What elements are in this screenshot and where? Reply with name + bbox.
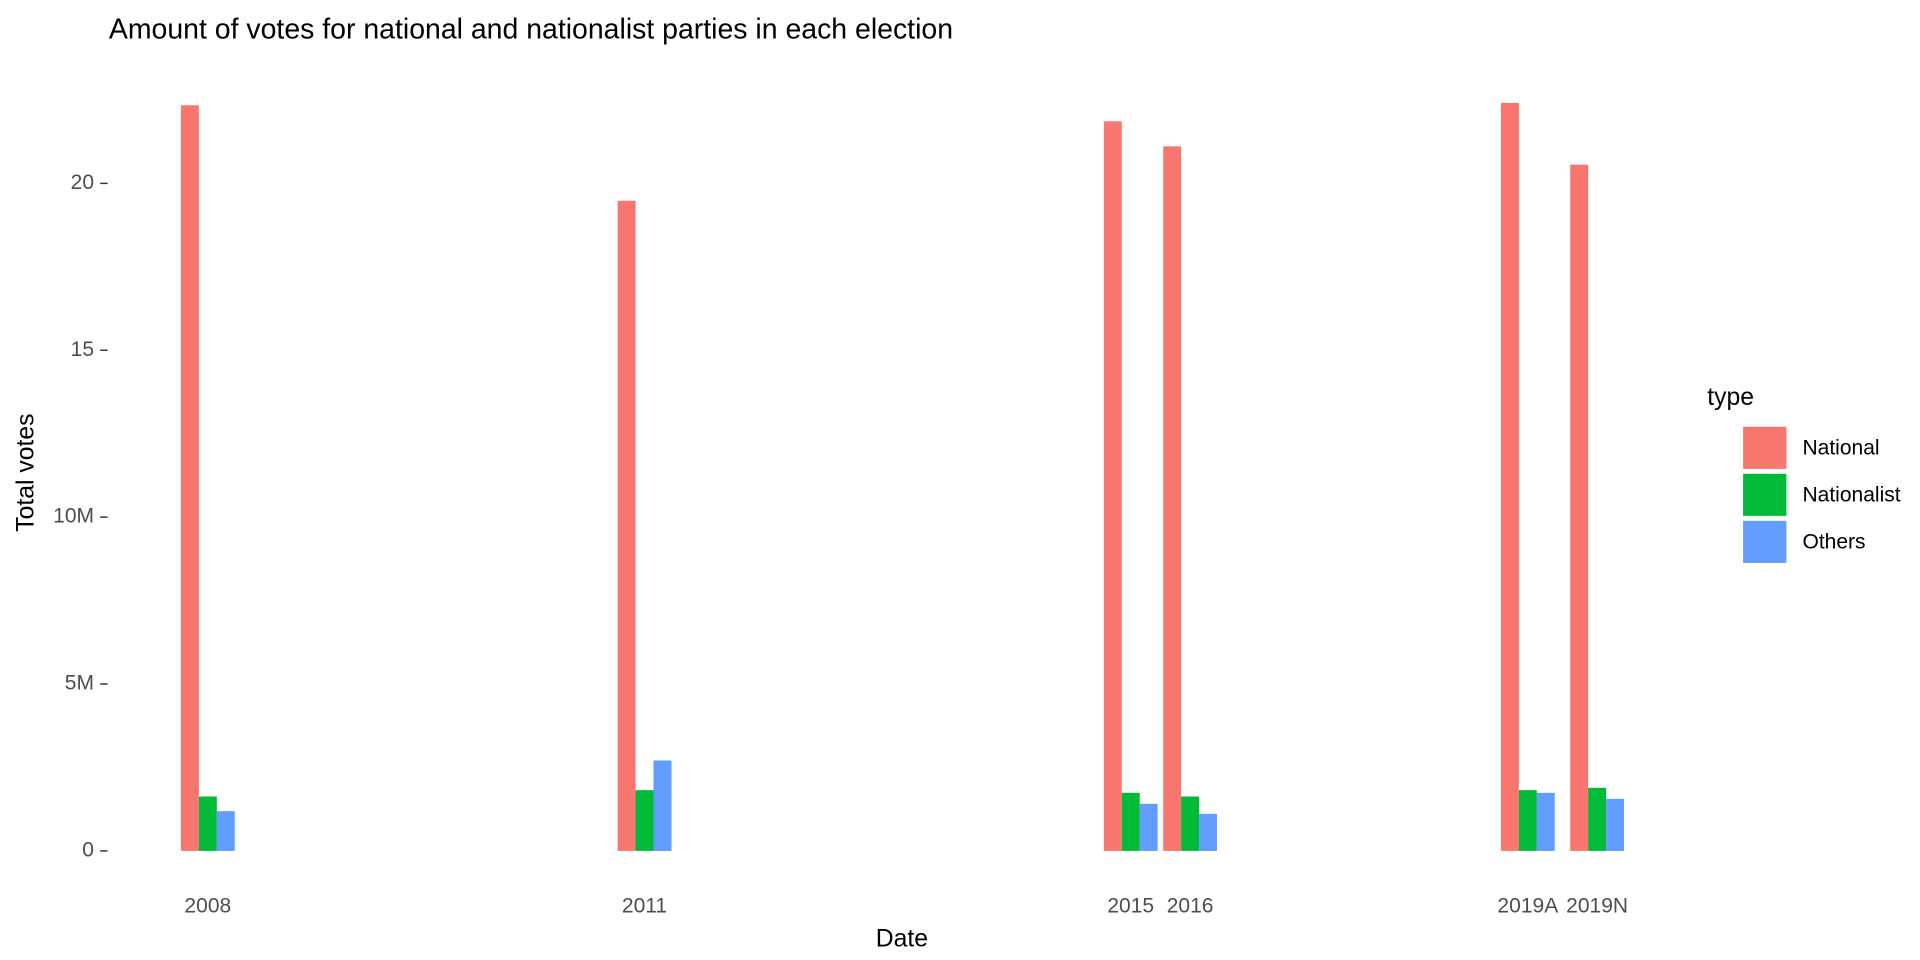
bar xyxy=(635,790,654,851)
bar xyxy=(1139,803,1158,851)
x-tick-label: 2008 xyxy=(184,894,231,917)
y-tick-label: 5M xyxy=(65,672,94,695)
bar xyxy=(1518,790,1537,851)
bar xyxy=(1536,792,1555,851)
bar xyxy=(1121,792,1140,851)
legend-label: Nationalist xyxy=(1802,484,1900,507)
x-tick-label: 2019A xyxy=(1497,894,1558,917)
legend-key xyxy=(1743,473,1787,516)
bar xyxy=(1199,813,1218,851)
bar xyxy=(1570,164,1589,851)
x-tick-label: 2016 xyxy=(1167,894,1214,917)
y-tick-label: 20 xyxy=(71,171,94,194)
legend-key xyxy=(1743,426,1787,469)
chart-title: Amount of votes for national and nationa… xyxy=(109,13,953,45)
bar xyxy=(617,200,636,851)
legend-label: National xyxy=(1802,437,1879,460)
x-axis-label: Date xyxy=(876,926,928,953)
bar xyxy=(216,811,235,851)
y-tick-label: 0 xyxy=(82,838,94,861)
legend-key xyxy=(1743,520,1787,563)
bar xyxy=(1500,102,1519,851)
bar xyxy=(1163,146,1182,851)
legend-label: Others xyxy=(1802,531,1865,554)
y-tick-label: 10M xyxy=(53,505,94,528)
bar xyxy=(1606,798,1625,851)
y-axis-label: Total votes xyxy=(13,413,40,531)
bar xyxy=(653,760,672,851)
bar xyxy=(180,105,199,851)
x-tick-label: 2019N xyxy=(1566,894,1628,917)
legend-title: type xyxy=(1707,384,1754,411)
bar xyxy=(1103,121,1122,851)
bar xyxy=(1588,787,1607,851)
bar xyxy=(198,796,217,851)
y-tick-label: 15 xyxy=(71,338,94,361)
x-tick-label: 2011 xyxy=(622,894,667,917)
x-tick-label: 2015 xyxy=(1107,894,1154,917)
bar xyxy=(1181,796,1200,851)
